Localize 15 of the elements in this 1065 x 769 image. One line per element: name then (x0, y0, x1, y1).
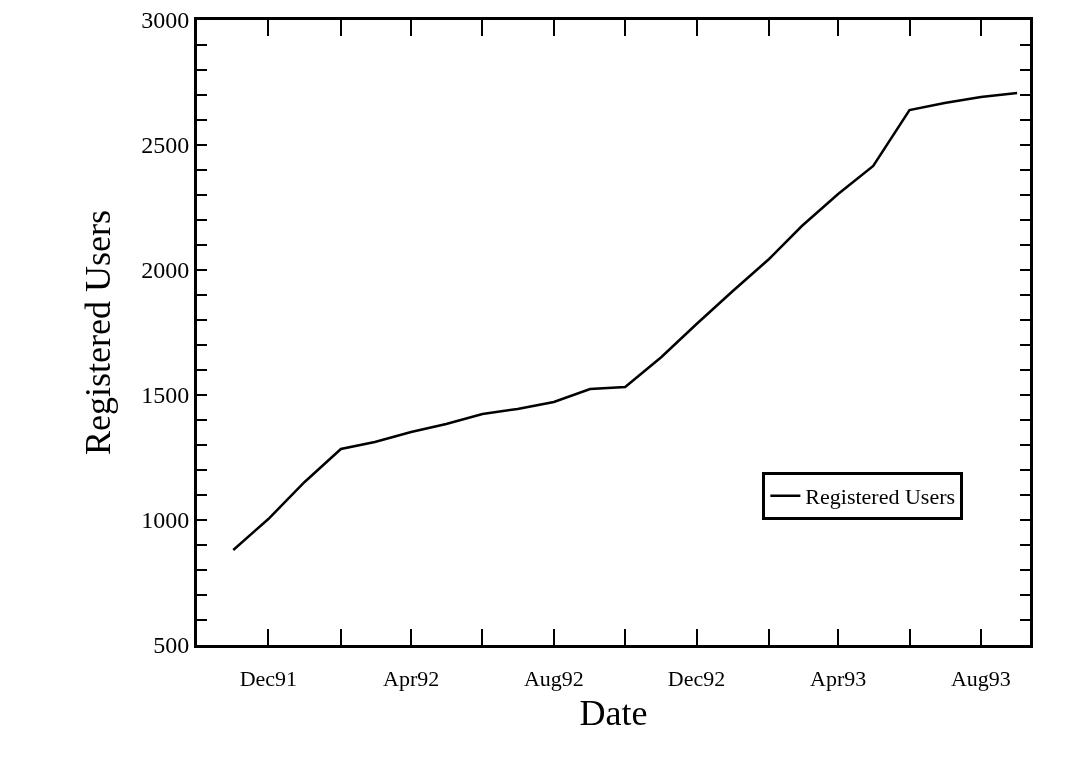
x-tick-label: Dec91 (239, 666, 298, 692)
x-tick-label: Aug92 (523, 666, 584, 692)
x-tick-label: Apr93 (810, 666, 867, 692)
x-tick-label: Aug93 (950, 666, 1011, 692)
x-tick-label: Dec92 (667, 666, 726, 692)
y-tick-label: 500 (153, 632, 190, 659)
y-tick-label: 2000 (141, 257, 190, 284)
x-tick-label: Apr92 (382, 666, 440, 692)
y-axis-title: Registered Users (78, 210, 119, 455)
y-tick-label: 2500 (141, 132, 190, 159)
y-tick-label: 1000 (141, 507, 190, 534)
y-tick-label: 1500 (141, 382, 190, 409)
y-tick-label: 3000 (141, 7, 190, 34)
x-axis-title: Date (579, 693, 648, 734)
legend-label: Registered Users (805, 484, 956, 510)
